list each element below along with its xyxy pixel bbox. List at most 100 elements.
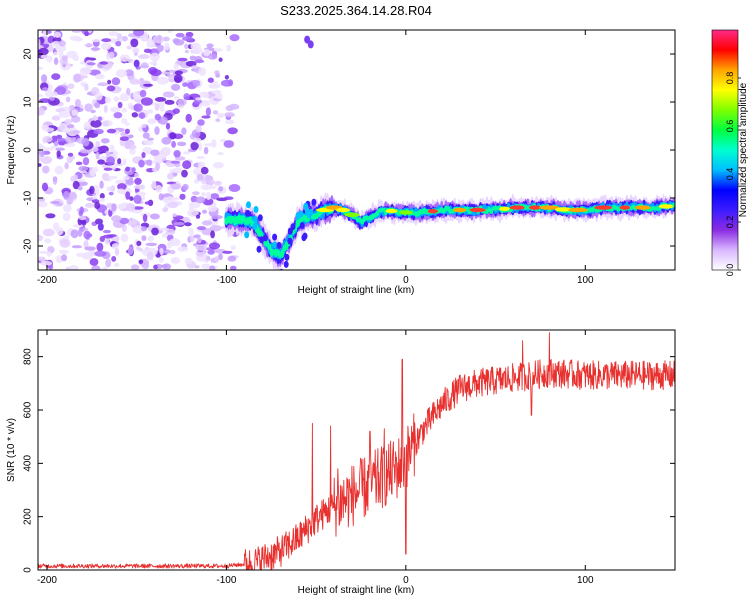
noise-cell: [79, 67, 91, 76]
noise-cell: [106, 128, 117, 134]
noise-cell: [155, 162, 161, 171]
ridge-peak: [427, 209, 438, 214]
noise-cell: [136, 240, 142, 247]
noise-cell: [154, 113, 161, 121]
noise-cell: [143, 48, 152, 53]
noise-cell: [53, 31, 62, 38]
noise-cell: [58, 110, 71, 118]
noise-cell: [77, 228, 83, 238]
noise-cell: [173, 197, 180, 201]
noise-cell: [192, 191, 200, 196]
noise-cell: [173, 74, 183, 83]
noise-cell: [132, 218, 138, 226]
noise-cell: [157, 34, 163, 41]
noise-cell: [211, 89, 222, 95]
noise-cell: [142, 132, 150, 139]
noise-cell: [122, 176, 130, 181]
noise-cell: [215, 118, 221, 122]
noise-cell: [42, 87, 49, 91]
ridge-peak: [529, 205, 541, 210]
noise-cell: [177, 57, 188, 62]
noise-cell: [92, 115, 98, 122]
noise-cell: [95, 140, 101, 148]
noise-cell: [108, 37, 118, 44]
ridge-peak: [344, 212, 360, 217]
noise-cell: [209, 265, 216, 270]
noise-cell: [40, 156, 53, 164]
y-tick-label: -20: [23, 238, 34, 253]
noise-cell: [124, 128, 130, 134]
noise-cell: [84, 31, 89, 37]
chart-title: S233.2025.364.14.28.R04: [280, 3, 432, 18]
noise-cell: [99, 197, 105, 202]
spectrogram-x-ticks: -200 -100 0 100: [37, 30, 594, 286]
noise-cell: [129, 196, 134, 201]
noise-cell: [89, 185, 95, 195]
noise-cell: [133, 30, 145, 37]
noise-cell: [82, 228, 89, 231]
ridge-cell: [252, 223, 258, 230]
noise-cell: [41, 74, 48, 83]
colorbar-tick-label: 0.4: [725, 168, 735, 181]
ridge-cell: [287, 237, 293, 245]
noise-cell: [177, 246, 189, 252]
noise-cell: [117, 183, 127, 191]
noise-cell: [102, 172, 110, 181]
noise-cell: [208, 83, 221, 89]
noise-cell: [51, 41, 62, 47]
noise-cell: [196, 173, 204, 182]
y-tick-label: 0: [23, 567, 34, 573]
y-tick-label: 600: [23, 401, 34, 418]
noise-cell: [143, 139, 154, 146]
ridge-cell: [252, 216, 258, 223]
noise-cell: [173, 150, 181, 158]
noise-cell: [113, 96, 120, 102]
noise-cell: [158, 101, 165, 109]
ridge-cell: [276, 241, 282, 249]
noise-cell: [73, 73, 81, 83]
noise-cell: [206, 191, 211, 201]
noise-cell: [170, 183, 182, 190]
noise-cell: [97, 82, 109, 87]
noise-cell: [51, 115, 61, 121]
colorbar-tick-label: 0.2: [725, 216, 735, 229]
noise-cell: [91, 265, 101, 270]
noise-cell: [104, 96, 111, 104]
x-tick-label: -100: [216, 575, 236, 586]
noise-cell: [188, 201, 201, 209]
noise-cell: [102, 229, 111, 234]
noise-cell: [196, 237, 202, 244]
noise-cell: [218, 57, 223, 62]
noise-cell: [55, 147, 65, 151]
snr-x-label: Height of straight line (km): [298, 585, 415, 596]
ridge-cell: [298, 210, 304, 218]
ridge-peak: [385, 208, 398, 214]
spectrogram-cells: [38, 30, 675, 270]
noise-cell: [175, 32, 185, 38]
noise-cell: [68, 191, 77, 200]
noise-cell: [197, 161, 204, 170]
noise-cell: [42, 165, 50, 174]
noise-cell: [201, 209, 208, 214]
noise-cell: [146, 251, 154, 261]
snr-y-label: SNR (10 * v/v): [6, 418, 17, 482]
noise-cell: [115, 41, 122, 47]
noise-cell: [187, 208, 199, 217]
noise-cell: [55, 44, 67, 53]
noise-cell: [114, 262, 120, 267]
noise-cell: [83, 121, 93, 130]
noise-cell: [38, 163, 42, 167]
noise-cell: [155, 185, 163, 193]
noise-cell: [189, 235, 195, 243]
noise-cell: [125, 191, 131, 200]
noise-cell: [113, 112, 123, 119]
noise-cell: [75, 161, 83, 166]
noise-cell: [176, 141, 187, 147]
noise-cell: [172, 213, 177, 218]
ridge-peak: [509, 205, 525, 210]
noise-cell: [201, 220, 213, 226]
noise-cell: [57, 137, 66, 143]
noise-cell: [61, 55, 68, 61]
noise-cell: [117, 101, 123, 109]
